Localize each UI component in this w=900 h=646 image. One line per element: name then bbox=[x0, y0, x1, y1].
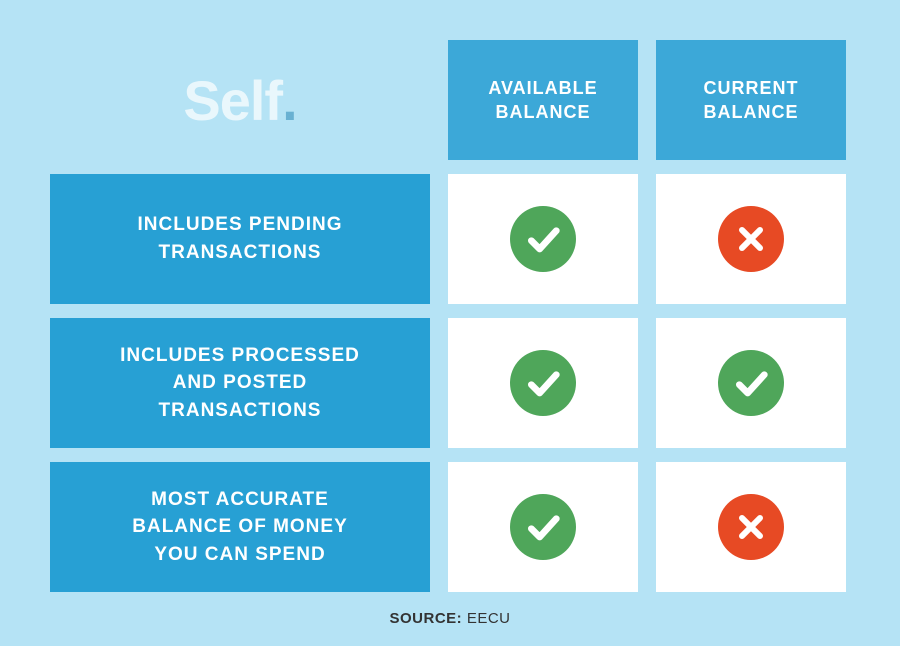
source-value: EECU bbox=[467, 610, 511, 627]
source-label: SOURCE: bbox=[389, 610, 462, 627]
column-header-label: CURRENTBALANCE bbox=[704, 76, 799, 125]
check-icon bbox=[510, 206, 576, 272]
row-label-text: INCLUDES PROCESSEDAND POSTEDTRANSACTIONS bbox=[120, 342, 360, 425]
logo-dot-icon: . bbox=[282, 69, 297, 132]
column-header-label: AVAILABLEBALANCE bbox=[488, 76, 597, 125]
row-label: INCLUDES PENDINGTRANSACTIONS bbox=[50, 174, 430, 304]
source-attribution: SOURCE: EECU bbox=[50, 610, 850, 627]
row-label-text: INCLUDES PENDINGTRANSACTIONS bbox=[138, 211, 343, 266]
comparison-table: Self. AVAILABLEBALANCE CURRENTBALANCE IN… bbox=[50, 40, 850, 592]
logo-cell: Self. bbox=[50, 40, 430, 160]
cross-icon bbox=[718, 494, 784, 560]
row-label: MOST ACCURATEBALANCE OF MONEYYOU CAN SPE… bbox=[50, 462, 430, 592]
table-cell bbox=[656, 462, 846, 592]
table-cell bbox=[656, 174, 846, 304]
check-icon bbox=[718, 350, 784, 416]
infographic-frame: Self. AVAILABLEBALANCE CURRENTBALANCE IN… bbox=[0, 0, 900, 646]
table-cell bbox=[448, 318, 638, 448]
cross-icon bbox=[718, 206, 784, 272]
table-cell bbox=[656, 318, 846, 448]
table-cell bbox=[448, 174, 638, 304]
row-label-text: MOST ACCURATEBALANCE OF MONEYYOU CAN SPE… bbox=[132, 486, 348, 569]
check-icon bbox=[510, 494, 576, 560]
column-header-available: AVAILABLEBALANCE bbox=[448, 40, 638, 160]
table-cell bbox=[448, 462, 638, 592]
logo-text: Self bbox=[183, 69, 282, 132]
check-icon bbox=[510, 350, 576, 416]
row-label: INCLUDES PROCESSEDAND POSTEDTRANSACTIONS bbox=[50, 318, 430, 448]
column-header-current: CURRENTBALANCE bbox=[656, 40, 846, 160]
logo: Self. bbox=[183, 68, 296, 133]
